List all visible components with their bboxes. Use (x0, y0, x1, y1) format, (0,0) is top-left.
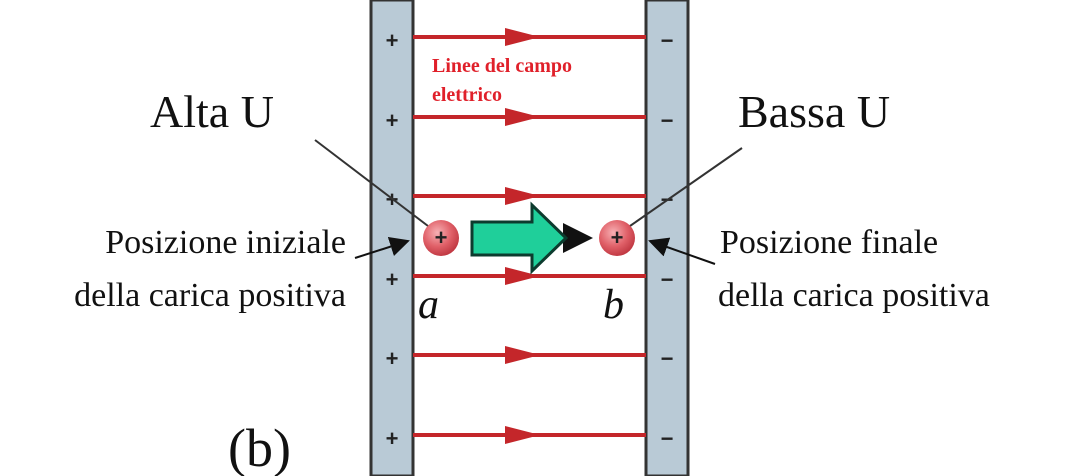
point-label: a (418, 282, 439, 328)
right-plate (646, 0, 688, 476)
plate-sign: + (386, 28, 399, 53)
point-label: b (603, 282, 624, 328)
low-energy-label: Bassa U (738, 86, 890, 137)
initial-position: della carica positiva (74, 277, 346, 314)
plate-sign: + (386, 267, 399, 292)
panel-label: (b) (228, 418, 291, 476)
final-position: della carica positiva (718, 277, 990, 314)
charge-sign: + (611, 225, 624, 250)
field-arrowhead (505, 187, 540, 205)
high-energy-label: Alta U (150, 86, 274, 137)
plate-sign: + (386, 108, 399, 133)
plate-sign: − (661, 267, 674, 292)
motion-arrow (472, 205, 566, 271)
left-plate (371, 0, 413, 476)
field-arrowhead (505, 346, 540, 364)
field-label: Linee del campo (432, 55, 572, 77)
field-arrowhead (505, 108, 540, 126)
field-label: elettrico (432, 84, 502, 106)
charge-sign: + (435, 225, 448, 250)
field-arrowhead (505, 28, 540, 46)
plate-sign: − (661, 346, 674, 371)
plate-sign: + (386, 426, 399, 451)
field-arrowhead (505, 426, 540, 444)
plate-sign: − (661, 28, 674, 53)
plate-sign: − (661, 108, 674, 133)
diagram: ++++++−−−−−− Linee del campo elettrico +… (0, 0, 1073, 476)
initial-position: Posizione iniziale (105, 224, 346, 261)
final-position: Posizione finale (720, 224, 938, 261)
plate-sign: − (661, 426, 674, 451)
plate-sign: + (386, 346, 399, 371)
